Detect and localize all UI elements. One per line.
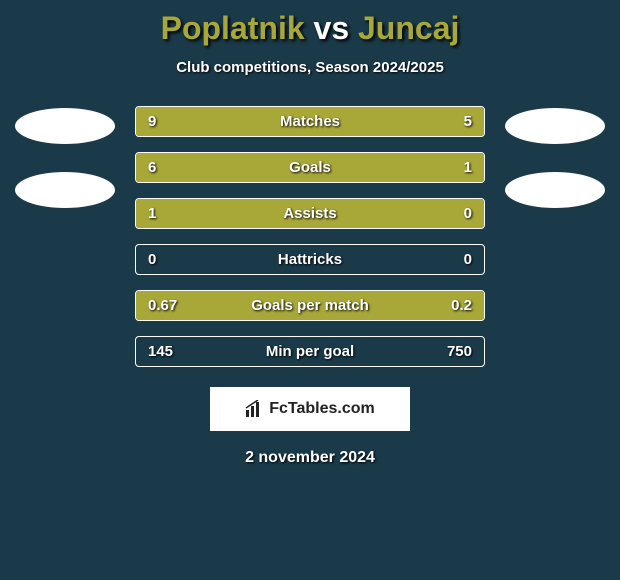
chart-area: 95Matches 61Goals 10Assists 0 0Hattricks 0.67…: [0, 106, 620, 367]
right-ellipses: [505, 106, 605, 208]
bar-right-fill: [359, 107, 484, 136]
player2-name: Juncaj: [358, 10, 459, 46]
title-vs: vs: [314, 10, 350, 46]
fctables-logo: FcTables.com: [210, 387, 410, 431]
bar-right-fill: [397, 199, 484, 228]
player1-name: Poplatnik: [161, 10, 305, 46]
ellipse-placeholder: [15, 108, 115, 144]
page-title: Poplatnik vs Juncaj: [161, 10, 460, 47]
stat-bar: 0 0Hattricks: [135, 244, 485, 275]
stat-bar: 10Assists: [135, 198, 485, 229]
bar-chart-icon: [245, 400, 263, 418]
left-ellipses: [15, 106, 115, 208]
footer-date: 2 november 2024: [245, 449, 375, 467]
bar-right-fill: [397, 291, 484, 320]
stat-bar: 145750Min per goal: [135, 336, 485, 367]
ellipse-placeholder: [505, 108, 605, 144]
bar-right-fill: [397, 153, 484, 182]
subtitle: Club competitions, Season 2024/2025: [176, 59, 444, 76]
bar-left-fill: [136, 107, 359, 136]
comparison-bars: 95Matches 61Goals 10Assists 0 0Hattricks 0.67…: [135, 106, 485, 367]
bar-left-fill: [136, 337, 192, 366]
stat-right-value: 0: [464, 245, 472, 274]
stat-bar: 61Goals: [135, 152, 485, 183]
stat-label: Hattricks: [136, 245, 484, 274]
bar-left-fill: [136, 291, 397, 320]
bar-left-fill: [136, 199, 397, 228]
stat-bar: 95Matches: [135, 106, 485, 137]
ellipse-placeholder: [505, 172, 605, 208]
bar-left-fill: [136, 153, 397, 182]
logo-text: FcTables.com: [269, 400, 375, 418]
ellipse-placeholder: [15, 172, 115, 208]
stat-bar: 0.670.2Goals per match: [135, 290, 485, 321]
bar-right-fill: [192, 337, 484, 366]
stat-left-value: 0: [148, 245, 156, 274]
